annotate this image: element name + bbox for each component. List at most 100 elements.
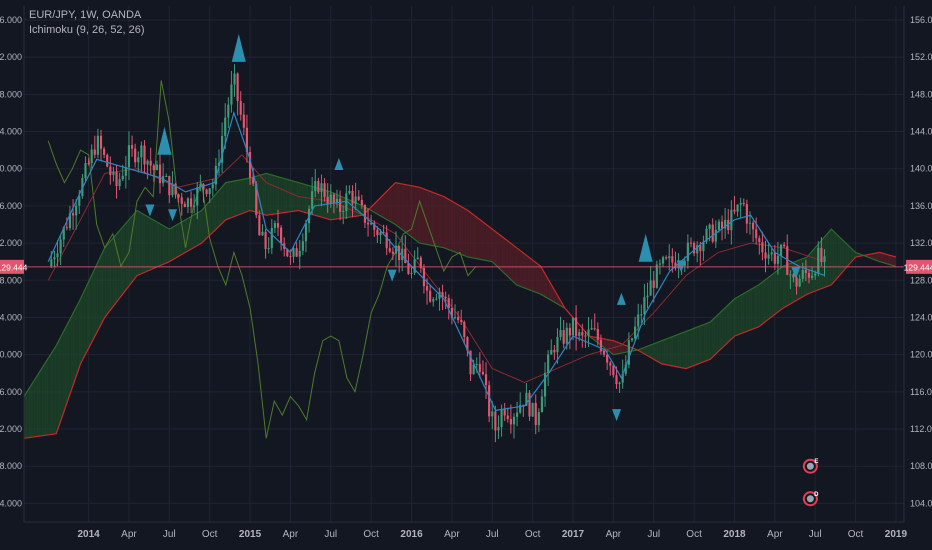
candle-body — [634, 326, 637, 339]
candle-body — [71, 213, 75, 216]
candle-body — [130, 145, 134, 149]
cloud-segment — [871, 253, 874, 260]
candle-body — [522, 404, 525, 406]
cloud-segment — [59, 336, 62, 425]
cloud-segment — [316, 187, 318, 217]
candle-body — [596, 328, 599, 340]
cloud-segment — [416, 186, 418, 242]
cloud-segment — [513, 245, 515, 284]
cloud-segment — [732, 298, 735, 338]
cloud-segment — [660, 340, 662, 364]
cloud-segment — [279, 177, 281, 214]
cloud-segment — [758, 283, 761, 327]
cloud-segment — [196, 212, 199, 246]
cloud-segment — [522, 252, 525, 289]
cloud-segment — [258, 175, 260, 214]
cloud-segment — [771, 273, 774, 317]
cloud-segment — [82, 292, 84, 361]
candle-body — [748, 222, 752, 224]
cloud-segment — [266, 173, 268, 216]
fractal-down-arrow — [676, 260, 686, 273]
cloud-segment — [162, 225, 165, 265]
candle-body — [124, 167, 127, 176]
cloud-segment — [752, 287, 754, 330]
fractal-up-arrow — [157, 126, 172, 155]
candle-body — [326, 196, 329, 204]
cloud-segment — [406, 184, 409, 235]
cloud-segment — [65, 323, 68, 406]
cloud-segment — [826, 232, 829, 287]
cloud-segment — [484, 222, 486, 261]
cloud-segment — [464, 208, 467, 257]
cloud-segment — [548, 280, 551, 300]
cloud-segment — [376, 200, 378, 215]
candle-body — [441, 292, 444, 297]
cloud-segment — [33, 378, 36, 437]
cloud-segment — [85, 285, 87, 355]
cloud-segment — [501, 236, 504, 273]
candle-body — [99, 135, 103, 149]
candle-body — [413, 259, 416, 273]
cloud-segment — [450, 200, 452, 251]
candle-body — [376, 229, 379, 236]
cloud-segment — [96, 261, 99, 333]
candle-body — [658, 263, 662, 265]
candle-body — [233, 73, 236, 85]
candle-body — [289, 256, 292, 258]
cloud-segment — [240, 179, 242, 215]
cloud-segment — [776, 270, 779, 314]
cloud-segment — [781, 266, 783, 310]
candle-body — [416, 257, 419, 260]
cloud-segment — [112, 236, 115, 307]
cloud-segment — [158, 222, 160, 267]
cloud-segment — [435, 193, 438, 247]
cloud-segment — [177, 223, 180, 258]
cloud-segment — [434, 192, 436, 247]
candle-body — [199, 184, 202, 188]
cloud-segment — [429, 191, 431, 246]
cloud-segment — [679, 333, 682, 368]
candle-body — [792, 274, 795, 278]
cloud-segment — [250, 177, 252, 212]
x-axis-labels: 2014 Apr Jul Oct 2015 Apr Jul Oct 2016 Apr Jul Oct 2… — [77, 529, 907, 540]
cloud-segment — [876, 252, 879, 262]
cloud-segment — [728, 303, 730, 343]
y-tick-label-right: 116.000 — [910, 387, 932, 397]
candle-body — [121, 175, 124, 180]
candle-body — [320, 183, 323, 192]
cloud-segment — [850, 247, 853, 263]
candle-body — [652, 280, 655, 288]
candle-body — [758, 238, 761, 243]
indicator-title: Ichimoku (9, 26, 52, 26) — [29, 24, 145, 36]
cloud-segment — [602, 338, 604, 348]
candle-body — [140, 145, 143, 158]
y-tick-label-right: 112.000 — [910, 424, 932, 434]
candle-body — [575, 317, 578, 336]
senkou-span-a-line — [23, 172, 897, 397]
candle-body — [143, 145, 146, 165]
cloud-segment — [543, 271, 546, 298]
cloud-segment — [224, 182, 226, 222]
cloud-segment — [413, 186, 415, 240]
cloud-segment — [619, 343, 622, 354]
cloud-segment — [93, 268, 96, 340]
candle-body — [127, 145, 131, 168]
candle-body — [171, 183, 174, 196]
cloud-segment — [886, 254, 888, 264]
candle-body — [724, 219, 727, 229]
cloud-segment — [264, 173, 267, 216]
candle-body — [624, 364, 627, 374]
cloud-segment — [90, 275, 92, 346]
candle-body — [165, 176, 168, 178]
x-tick-label: Apr — [283, 529, 299, 540]
cloud-segment — [535, 262, 538, 293]
cloud-segment — [459, 205, 462, 255]
cloud-segment — [540, 266, 543, 296]
cloud-segment — [545, 274, 548, 298]
cloud-segment — [393, 182, 396, 225]
cloud-segment — [151, 218, 154, 270]
fractal-up-arrow — [616, 292, 626, 305]
x-tick-label: Apr — [606, 529, 622, 540]
candle-body — [224, 117, 227, 136]
